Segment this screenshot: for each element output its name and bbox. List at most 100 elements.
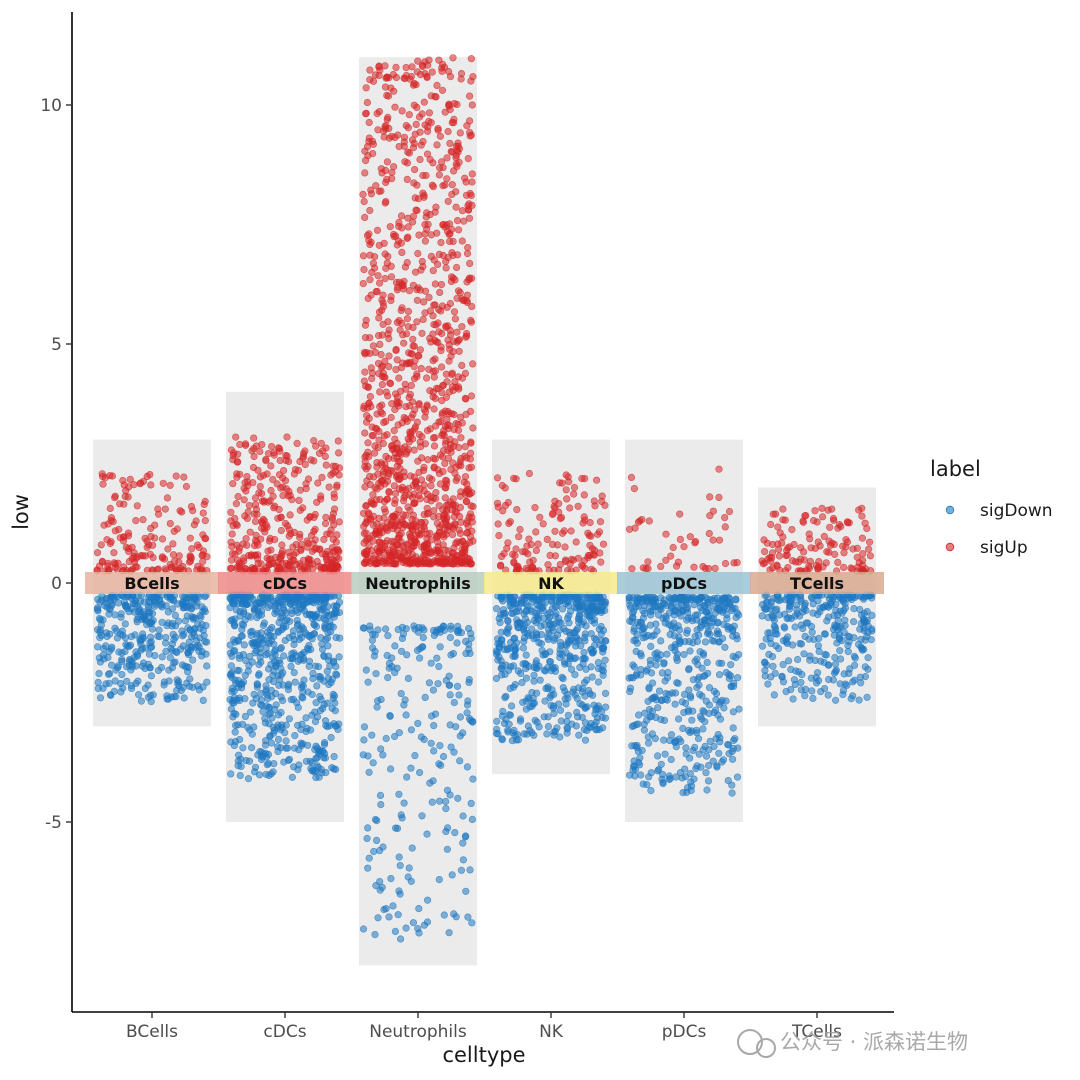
- point-sigDown-cdcs: [271, 646, 280, 654]
- point-sigDown-bcells: [137, 697, 145, 705]
- point-sigUp-tcells: [779, 533, 787, 541]
- point-sigUp-neutrophils: [392, 366, 400, 374]
- point-sigUp-neutrophils: [366, 206, 374, 215]
- point-sigUp-cdcs: [276, 456, 284, 465]
- point-sigUp-neutrophils: [447, 465, 455, 474]
- point-sigUp-neutrophils: [446, 72, 455, 81]
- point-sigUp-cdcs: [311, 510, 319, 519]
- point-sigUp-cdcs: [335, 464, 344, 472]
- point-sigUp-neutrophils: [433, 141, 441, 149]
- point-sigDown-bcells: [99, 684, 107, 692]
- point-sigUp-tcells: [849, 545, 857, 553]
- point-sigDown-neutrophils: [435, 760, 443, 768]
- point-sigUp-cdcs: [273, 480, 281, 488]
- point-sigDown-tcells: [864, 654, 872, 662]
- point-sigDown-cdcs: [237, 632, 245, 640]
- point-sigUp-neutrophils: [415, 113, 424, 121]
- point-sigUp-neutrophils: [467, 316, 475, 325]
- point-sigUp-neutrophils: [383, 115, 391, 124]
- point-sigUp-tcells: [811, 544, 820, 552]
- point-sigDown-nk: [543, 730, 551, 738]
- point-sigDown-cdcs: [245, 661, 253, 670]
- point-sigDown-pdcs: [646, 621, 655, 629]
- point-sigUp-nk: [531, 504, 539, 512]
- point-sigUp-neutrophils: [412, 206, 420, 214]
- x-tick-label-nk: NK: [539, 1022, 564, 1042]
- point-sigDown-cdcs: [246, 652, 254, 661]
- point-sigDown-cdcs: [277, 626, 286, 634]
- point-sigUp-bcells: [166, 519, 174, 528]
- point-sigUp-tcells: [767, 520, 775, 529]
- point-sigDown-nk: [557, 717, 565, 725]
- point-sigUp-neutrophils: [364, 383, 372, 391]
- point-sigDown-cdcs: [264, 594, 272, 602]
- point-sigDown-pdcs: [715, 749, 723, 757]
- point-sigUp-neutrophils: [421, 69, 429, 78]
- point-sigDown-cdcs: [279, 681, 287, 689]
- point-sigUp-neutrophils: [365, 118, 373, 127]
- point-sigDown-cdcs: [285, 594, 293, 602]
- point-sigUp-nk: [594, 530, 602, 538]
- point-sigDown-neutrophils: [370, 652, 379, 660]
- point-sigDown-pdcs: [710, 637, 718, 645]
- point-sigUp-neutrophils: [380, 498, 389, 506]
- point-sigDown-pdcs: [727, 682, 735, 690]
- point-sigUp-neutrophils: [376, 279, 384, 287]
- point-sigUp-neutrophils: [392, 390, 400, 398]
- point-sigUp-cdcs: [302, 480, 310, 488]
- point-sigDown-neutrophils: [434, 680, 442, 688]
- point-sigDown-pdcs: [716, 738, 724, 746]
- point-sigDown-neutrophils: [445, 672, 453, 680]
- point-sigUp-nk: [544, 561, 552, 569]
- point-sigUp-neutrophils: [461, 558, 469, 566]
- point-sigDown-pdcs: [703, 786, 711, 794]
- point-sigDown-nk: [601, 689, 610, 698]
- point-sigDown-neutrophils: [429, 686, 438, 694]
- point-sigDown-bcells: [163, 695, 171, 703]
- point-sigUp-neutrophils: [383, 431, 391, 439]
- point-sigUp-neutrophils: [438, 431, 446, 440]
- point-sigUp-nk: [590, 497, 598, 505]
- point-sigDown-cdcs: [236, 696, 244, 705]
- point-sigDown-cdcs: [231, 728, 239, 736]
- point-sigDown-pdcs: [699, 725, 707, 733]
- point-sigUp-neutrophils: [361, 368, 369, 376]
- point-sigDown-neutrophils: [415, 904, 423, 913]
- point-sigUp-bcells: [180, 473, 188, 481]
- point-sigDown-nk: [532, 657, 541, 665]
- point-sigUp-nk: [562, 486, 570, 494]
- point-sigDown-nk: [509, 609, 517, 617]
- point-sigDown-nk: [594, 658, 603, 667]
- point-sigUp-tcells: [768, 540, 777, 549]
- point-sigUp-neutrophils: [364, 448, 372, 456]
- point-sigUp-cdcs: [248, 564, 256, 572]
- point-sigDown-pdcs: [672, 743, 680, 751]
- point-sigDown-tcells: [784, 614, 793, 622]
- point-sigDown-pdcs: [631, 742, 639, 750]
- point-sigUp-neutrophils: [456, 492, 464, 500]
- point-sigDown-neutrophils: [377, 695, 385, 704]
- point-sigUp-neutrophils: [408, 350, 416, 358]
- point-sigUp-neutrophils: [441, 459, 449, 468]
- point-sigDown-neutrophils: [372, 670, 380, 678]
- point-sigUp-neutrophils: [427, 482, 435, 490]
- point-sigDown-cdcs: [255, 598, 263, 607]
- point-sigDown-neutrophils: [423, 830, 431, 838]
- point-sigDown-tcells: [815, 647, 823, 656]
- point-sigUp-neutrophils: [451, 315, 460, 323]
- point-sigDown-tcells: [836, 647, 844, 655]
- point-sigDown-pdcs: [693, 655, 701, 663]
- point-sigDown-tcells: [808, 687, 816, 695]
- point-sigUp-neutrophils: [364, 294, 372, 303]
- point-sigDown-neutrophils: [386, 712, 394, 720]
- point-sigDown-cdcs: [250, 723, 258, 731]
- point-sigUp-bcells: [149, 553, 157, 562]
- point-sigDown-neutrophils: [459, 856, 468, 864]
- point-sigUp-neutrophils: [409, 218, 417, 226]
- point-sigUp-neutrophils: [361, 321, 370, 329]
- point-sigDown-bcells: [200, 605, 208, 613]
- point-sigDown-neutrophils: [387, 874, 395, 883]
- point-sigDown-bcells: [185, 663, 193, 672]
- point-sigDown-tcells: [861, 672, 870, 681]
- point-sigUp-pdcs: [715, 536, 724, 544]
